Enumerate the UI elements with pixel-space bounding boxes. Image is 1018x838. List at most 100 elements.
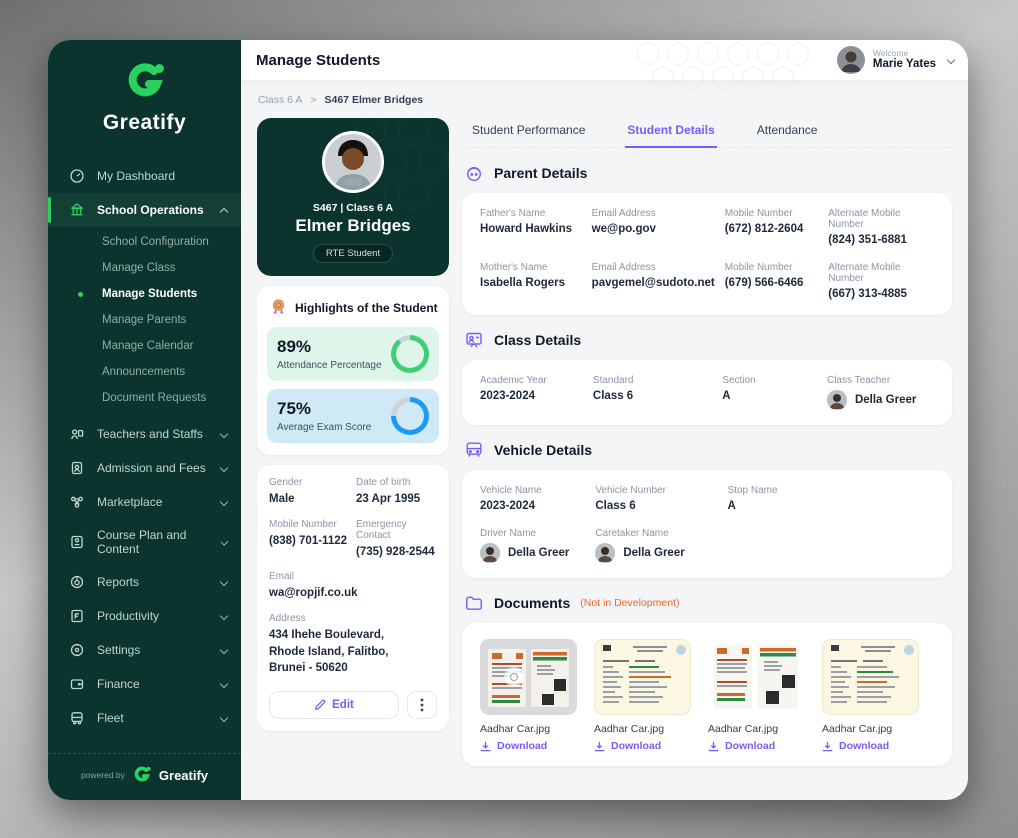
- personal-details-card: Gender Male Date of birth 23 Apr 1995 Mo…: [257, 465, 449, 732]
- document-thumbnail[interactable]: [594, 639, 691, 715]
- greatify-logo-icon: [128, 63, 164, 97]
- document-thumbnail[interactable]: [480, 639, 577, 715]
- sidebar-subitem-school-configuration[interactable]: School Configuration: [102, 236, 209, 248]
- vehicle-number-field: Vehicle Number Class 6: [595, 485, 666, 512]
- tab-student-details[interactable]: Student Details: [625, 118, 717, 148]
- sidebar-item-label: Settings: [97, 643, 141, 657]
- chevron-down-icon: [220, 538, 229, 546]
- download-icon: [708, 741, 719, 751]
- highlights-card: Highlights of the Student 89% Attendance…: [257, 286, 449, 455]
- pencil-icon: [315, 699, 326, 711]
- download-link[interactable]: Download: [594, 740, 691, 752]
- father-mobile-field: Mobile Number (672) 812-2604: [724, 208, 804, 235]
- app-window: Greatify My Dashboard School Operations …: [48, 40, 968, 800]
- user-greeting: Welcome Marie Yates: [873, 48, 936, 72]
- breadcrumb-current: S467 Elmer Bridges: [324, 94, 424, 106]
- download-link[interactable]: Download: [708, 740, 805, 752]
- teachers-icon: [71, 429, 84, 440]
- sidebar-item-label: Teachers and Staffs: [97, 427, 203, 441]
- chevron-down-icon: [219, 429, 229, 439]
- document-item: Aadhar Car.jpg Download: [480, 639, 577, 752]
- sidebar-subitem-manage-students[interactable]: Manage Students: [48, 281, 241, 307]
- kebab-menu-icon: [420, 698, 424, 712]
- hexagon-pattern-decoration: [356, 118, 449, 211]
- vehicle-details-panel: Vehicle Name 2023-2024 Vehicle Number Clas…: [462, 470, 952, 578]
- sidebar-item-reports[interactable]: Reports: [48, 565, 241, 599]
- user-menu-chevron-icon[interactable]: [946, 55, 956, 65]
- class-details-panel: Academic Year 2023-2024 Standard Class 6 S…: [462, 360, 952, 425]
- sidebar-item-course-plan[interactable]: Course Plan and Content: [48, 519, 241, 565]
- standard-field: Standard Class 6: [592, 375, 634, 402]
- document-filename: Aadhar Car.jpg: [480, 723, 551, 735]
- download-label: Download: [611, 740, 662, 752]
- sidebar-item-label: Productivity: [97, 609, 160, 623]
- document-thumbnail[interactable]: [822, 639, 919, 715]
- sidebar-item-admission-and-fees[interactable]: Admission and Fees: [48, 451, 241, 485]
- vehicle-icon: [466, 442, 482, 457]
- exam-score-donut-chart: [391, 397, 429, 435]
- student-photo: [322, 131, 384, 193]
- admission-icon: [71, 461, 83, 475]
- dob-field: Date of birth 23 Apr 1995: [356, 477, 421, 505]
- student-profile-card: S467 | Class 6 A Elmer Bridges RTE Stude…: [257, 118, 449, 276]
- brand-logo: Greatify: [48, 40, 241, 149]
- caretaker-avatar: [595, 543, 616, 563]
- chevron-down-icon: [219, 645, 229, 655]
- document-filename: Aadhar Car.jpg: [708, 723, 779, 735]
- download-link[interactable]: Download: [480, 740, 577, 752]
- sidebar-subitem-document-requests[interactable]: Document Requests: [102, 392, 207, 404]
- sidebar-item-settings[interactable]: Settings: [48, 633, 241, 667]
- download-label: Download: [725, 740, 776, 752]
- breadcrumb-separator: >: [310, 94, 317, 106]
- sidebar-item-label: Finance: [97, 677, 140, 691]
- sidebar-item-finance[interactable]: Finance: [48, 667, 241, 701]
- highlights-title: Highlights of the Student: [295, 300, 438, 315]
- student-id-class: S467 | Class 6 A: [312, 202, 394, 214]
- class-details-title: Class Details: [494, 332, 582, 348]
- dashboard-icon: [70, 169, 84, 183]
- vehicle-details-header: Vehicle Details: [464, 440, 952, 460]
- medal-icon: [272, 299, 285, 317]
- sidebar-item-teachers-and-staffs[interactable]: Teachers and Staffs: [48, 417, 241, 451]
- greatify-footer-logo-icon: [134, 766, 151, 782]
- download-link[interactable]: Download: [822, 740, 919, 752]
- powered-by-label: powered by: [80, 770, 125, 780]
- edit-button[interactable]: Edit: [269, 691, 399, 720]
- chevron-down-icon: [219, 463, 229, 473]
- download-icon: [822, 741, 833, 751]
- more-options-button[interactable]: [407, 691, 437, 720]
- top-bar: Manage Students Welcome Marie Yates: [241, 40, 968, 90]
- download-label: Download: [497, 740, 548, 752]
- tab-attendance[interactable]: Attendance: [756, 123, 818, 137]
- sidebar-item-marketplace[interactable]: Marketplace: [48, 485, 241, 519]
- user-avatar[interactable]: [836, 46, 865, 74]
- sidebar-subitem-announcements[interactable]: Announcements: [102, 366, 186, 378]
- sidebar-subitem-manage-parents[interactable]: Manage Parents: [102, 314, 187, 326]
- mother-mobile-field: Mobile Number (679) 566-6466: [724, 262, 804, 289]
- sidebar-subitem-manage-calendar[interactable]: Manage Calendar: [102, 340, 194, 352]
- exam-score-value: 75%: [277, 399, 312, 418]
- document-thumbnail[interactable]: [708, 639, 805, 715]
- documents-panel: Aadhar Car.jpg Download: [462, 623, 952, 766]
- page-content: Class 6 A > S467 Elmer Bridges: [241, 80, 968, 800]
- father-email-field: Email Address we@po.gov: [591, 208, 656, 235]
- student-detail-column: Student Performance Student Details Atte…: [462, 118, 952, 766]
- sidebar-item-fleet[interactable]: Fleet: [48, 701, 241, 735]
- sidebar-item-productivity[interactable]: Productivity: [48, 599, 241, 633]
- vehicle-name-field: Vehicle Name 2023-2024: [480, 485, 542, 512]
- fleet-icon: [71, 712, 83, 725]
- sidebar: Greatify My Dashboard School Operations …: [48, 40, 241, 800]
- sidebar-subitem-manage-class[interactable]: Manage Class: [102, 262, 176, 274]
- sidebar-item-school-operations[interactable]: School Operations: [48, 193, 241, 227]
- document-item: Aadhar Car.jpg Download: [708, 639, 805, 752]
- tab-student-performance[interactable]: Student Performance: [472, 123, 586, 137]
- attendance-donut-chart: [391, 335, 429, 373]
- breadcrumb: Class 6 A > S467 Elmer Bridges: [258, 94, 952, 106]
- chevron-down-icon: [219, 577, 229, 587]
- parent-details-header: Parent Details: [464, 163, 952, 183]
- vehicle-details-title: Vehicle Details: [494, 442, 593, 458]
- sidebar-item-my-dashboard[interactable]: My Dashboard: [48, 159, 241, 193]
- breadcrumb-root[interactable]: Class 6 A: [258, 94, 303, 106]
- download-icon: [594, 741, 605, 751]
- sidebar-item-label: My Dashboard: [97, 169, 176, 183]
